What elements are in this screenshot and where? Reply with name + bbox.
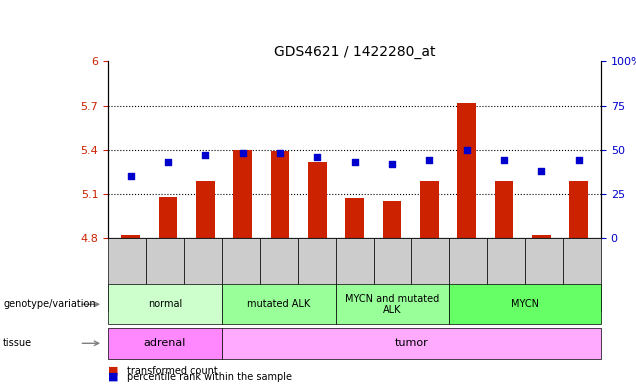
Bar bbox=[495, 180, 513, 238]
Point bbox=[350, 159, 360, 165]
Text: normal: normal bbox=[148, 299, 182, 310]
Text: tissue: tissue bbox=[3, 338, 32, 348]
Point bbox=[574, 157, 584, 164]
Text: ■: ■ bbox=[108, 372, 119, 382]
Bar bbox=[233, 150, 252, 238]
Bar bbox=[457, 103, 476, 238]
Text: MYCN: MYCN bbox=[511, 299, 539, 310]
Bar bbox=[420, 180, 439, 238]
Bar bbox=[270, 151, 289, 238]
Text: mutated ALK: mutated ALK bbox=[247, 299, 310, 310]
Bar bbox=[345, 198, 364, 238]
Point bbox=[462, 147, 472, 153]
Text: genotype/variation: genotype/variation bbox=[3, 299, 96, 310]
Point bbox=[275, 150, 285, 156]
Bar bbox=[196, 180, 214, 238]
Bar bbox=[308, 162, 326, 238]
Point bbox=[125, 173, 135, 179]
Title: GDS4621 / 1422280_at: GDS4621 / 1422280_at bbox=[274, 45, 435, 59]
Bar bbox=[532, 235, 551, 238]
Point bbox=[387, 161, 397, 167]
Text: ■: ■ bbox=[108, 366, 119, 376]
Point bbox=[499, 157, 509, 164]
Bar bbox=[569, 180, 588, 238]
Text: percentile rank within the sample: percentile rank within the sample bbox=[127, 372, 292, 382]
Point bbox=[200, 152, 211, 158]
Point bbox=[237, 150, 247, 156]
Text: transformed count: transformed count bbox=[127, 366, 218, 376]
Bar bbox=[158, 197, 177, 238]
Point bbox=[424, 157, 434, 164]
Bar bbox=[383, 201, 401, 238]
Text: adrenal: adrenal bbox=[144, 338, 186, 348]
Point bbox=[163, 159, 173, 165]
Text: tumor: tumor bbox=[394, 338, 428, 348]
Point bbox=[312, 154, 322, 160]
Text: MYCN and mutated
ALK: MYCN and mutated ALK bbox=[345, 293, 439, 315]
Bar bbox=[121, 235, 140, 238]
Point bbox=[536, 168, 546, 174]
